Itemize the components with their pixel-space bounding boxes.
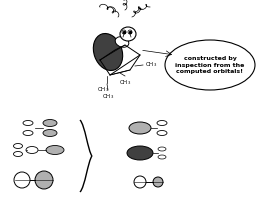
- Ellipse shape: [43, 119, 57, 127]
- Ellipse shape: [14, 172, 30, 188]
- Text: constructed by
inspection from the
computed orbitals!: constructed by inspection from the compu…: [175, 56, 245, 74]
- Text: CH$_3$: CH$_3$: [102, 92, 114, 101]
- Ellipse shape: [158, 155, 166, 159]
- Ellipse shape: [134, 176, 146, 188]
- Ellipse shape: [165, 40, 255, 90]
- Ellipse shape: [35, 171, 53, 189]
- Ellipse shape: [14, 151, 22, 157]
- Ellipse shape: [127, 146, 153, 160]
- Ellipse shape: [129, 122, 151, 134]
- Ellipse shape: [23, 131, 33, 135]
- Ellipse shape: [157, 131, 167, 135]
- Text: CH$_3$: CH$_3$: [145, 60, 157, 69]
- Ellipse shape: [43, 130, 57, 137]
- Ellipse shape: [157, 121, 167, 125]
- Ellipse shape: [153, 177, 163, 187]
- Text: CH$_3$: CH$_3$: [97, 85, 109, 94]
- Ellipse shape: [93, 33, 123, 71]
- Ellipse shape: [46, 145, 64, 154]
- Ellipse shape: [120, 27, 136, 41]
- Ellipse shape: [14, 144, 22, 148]
- Ellipse shape: [115, 37, 129, 47]
- Ellipse shape: [23, 121, 33, 125]
- Text: CH$_3$: CH$_3$: [119, 78, 131, 87]
- Ellipse shape: [158, 147, 166, 151]
- Ellipse shape: [26, 147, 38, 154]
